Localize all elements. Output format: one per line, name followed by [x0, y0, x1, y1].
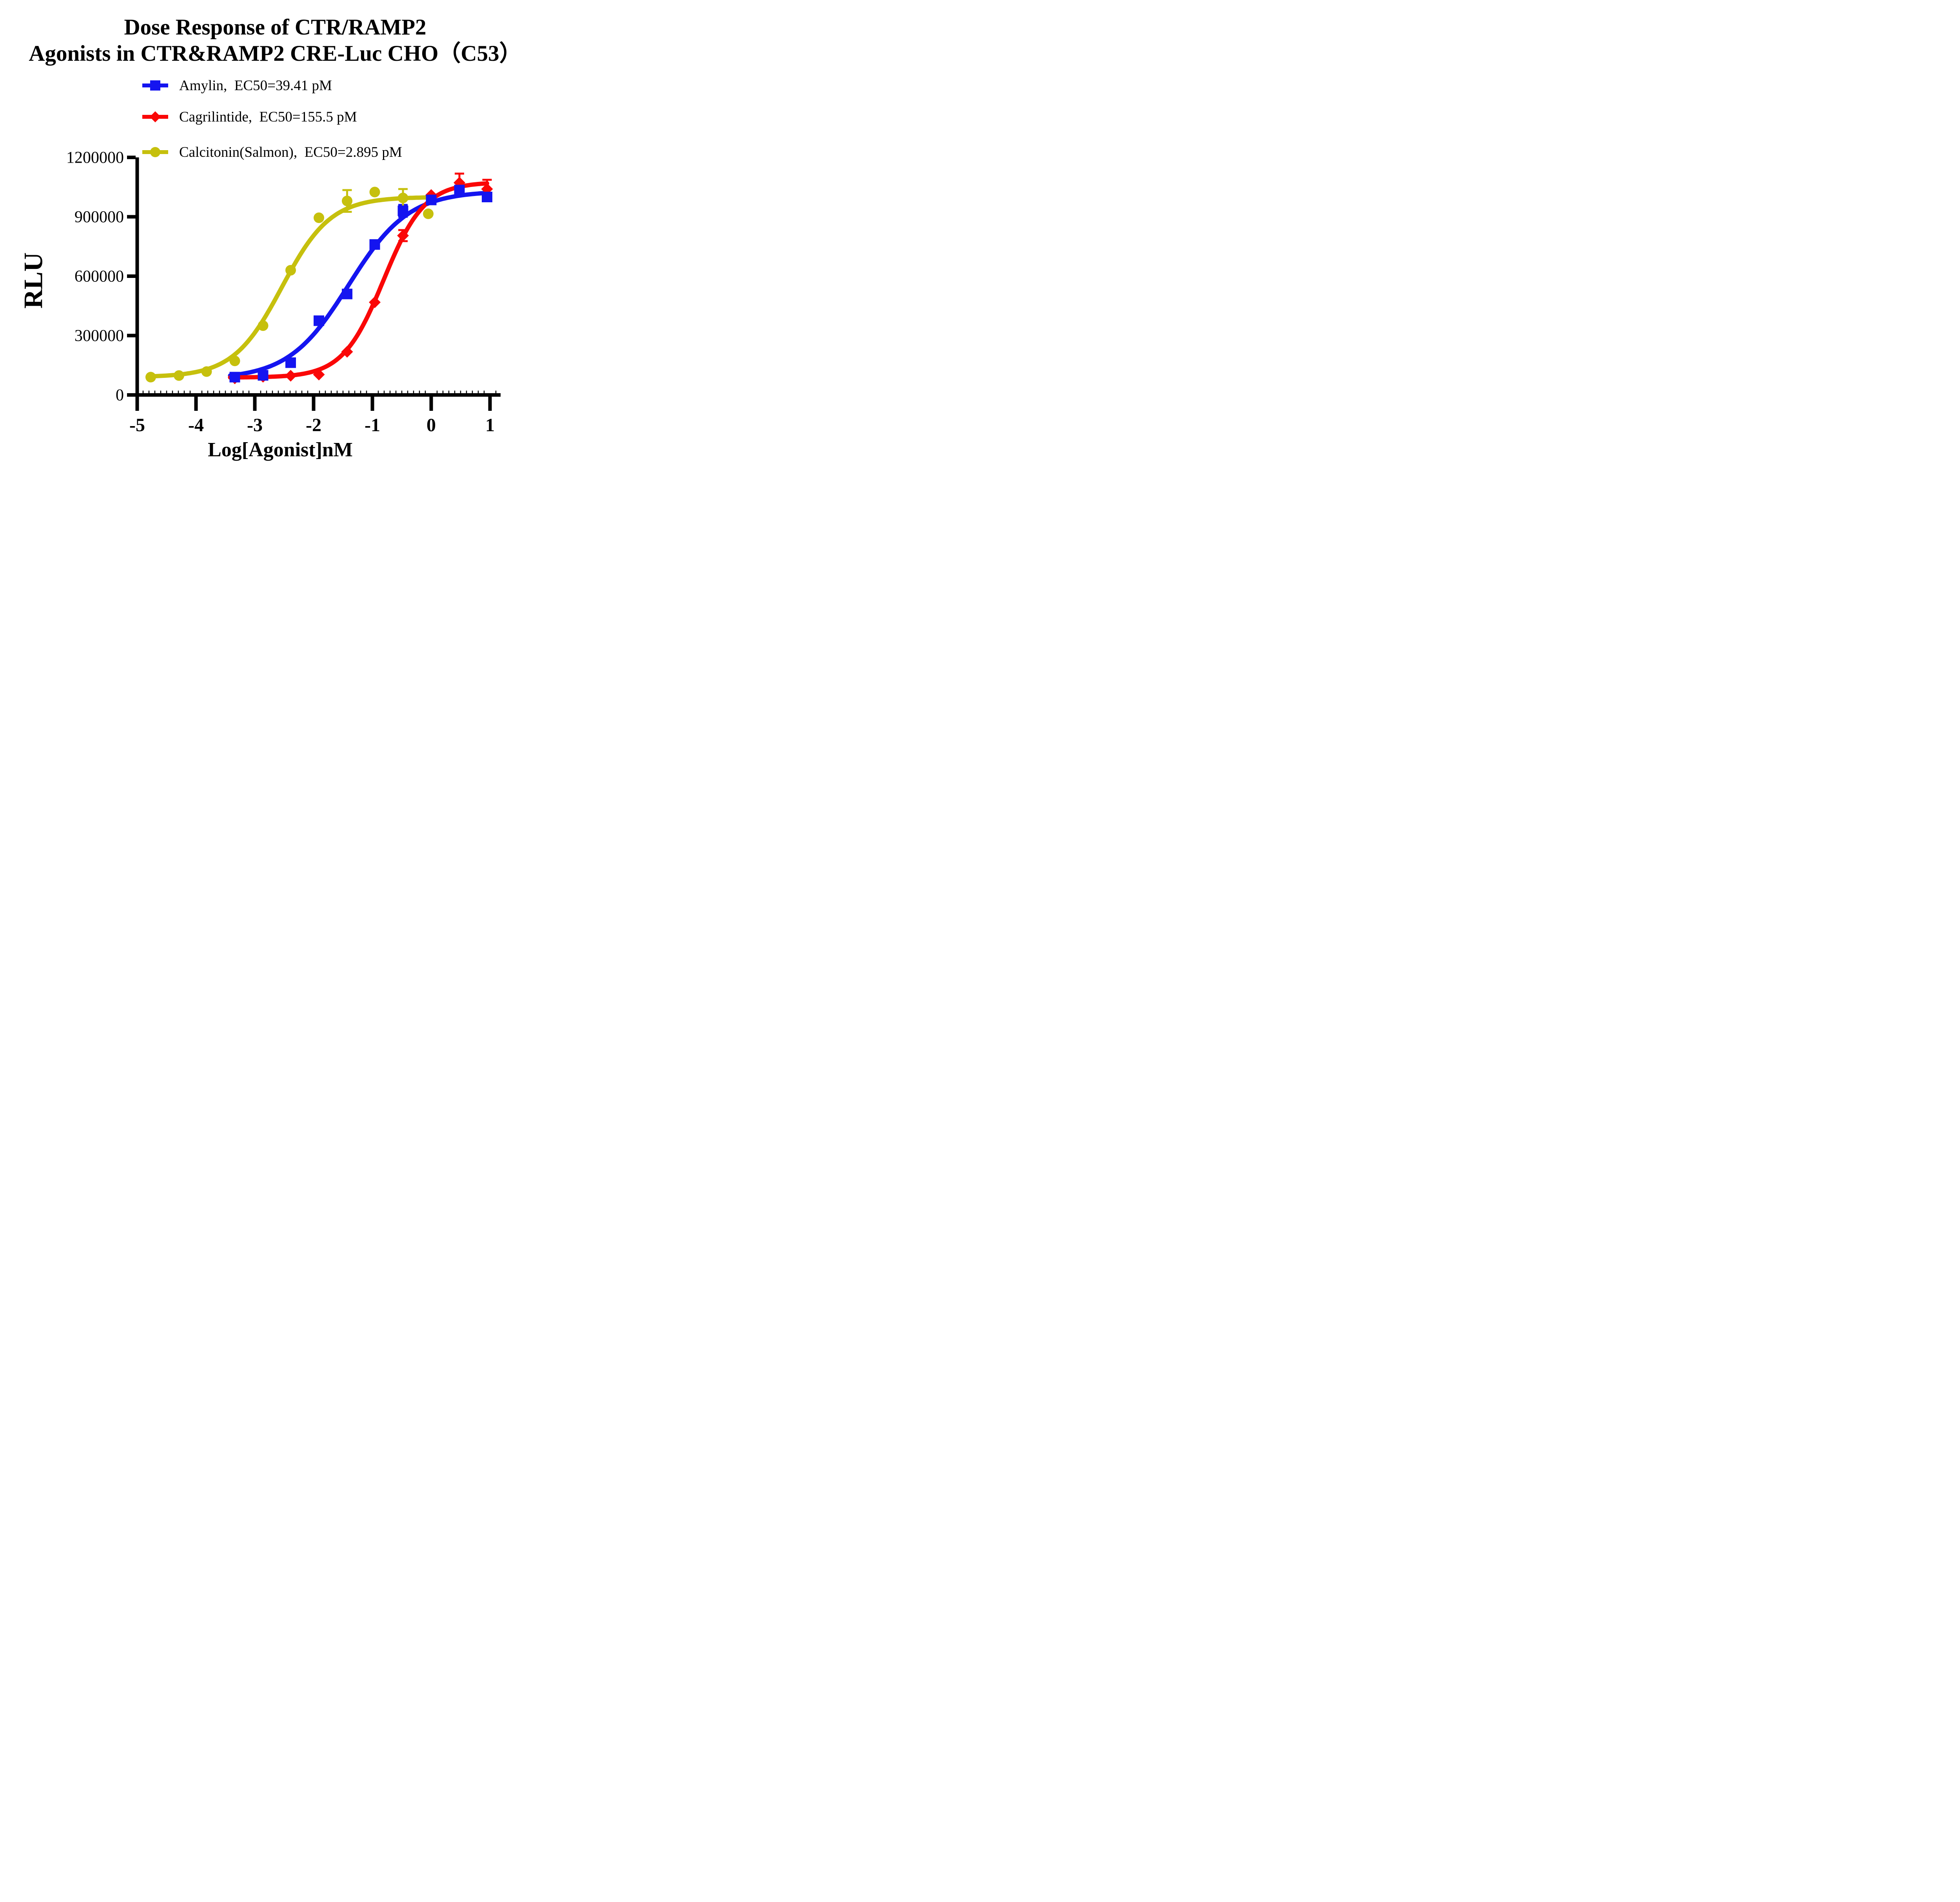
legend-label: Cagrilintide, EC50=155.5 pM: [179, 109, 357, 125]
data-point-square: [314, 315, 324, 326]
data-point-diamond: [397, 229, 409, 241]
data-point-square: [397, 205, 408, 216]
data-point-square: [258, 370, 269, 381]
square-marker-icon: [150, 80, 160, 91]
y-tick-label: 0: [116, 387, 124, 405]
chart-title: Dose Response of CTR/RAMP2 Agonists in C…: [0, 14, 550, 67]
x-tick-label: -2: [306, 415, 321, 436]
x-tick-label: -4: [188, 415, 204, 436]
data-point-circle: [397, 192, 408, 203]
y-tick-label: 1200000: [66, 149, 124, 167]
y-axis-title: RLU: [18, 252, 48, 309]
data-point-square: [454, 185, 465, 196]
x-tick-label: -1: [365, 415, 380, 436]
y-tick-label: 600000: [74, 268, 124, 286]
x-tick-label: -5: [129, 415, 145, 436]
legend-marker-circle-icon: [142, 143, 168, 161]
legend-row-amylin: Amylin, EC50=39.41 pM: [142, 77, 332, 94]
data-point-diamond: [341, 346, 353, 358]
circle-marker-icon: [150, 147, 160, 157]
data-point-square: [285, 357, 296, 368]
dose-response-plot: -5 -4 -3 -2 -1 0 1 0 300000 600000 900000 1200000: [66, 149, 501, 436]
data-point-square: [482, 192, 492, 202]
chart-title-line2: Agonists in CTR&RAMP2 CRE-Luc CHO（C53）: [29, 41, 522, 66]
data-point-circle: [285, 265, 296, 276]
chart-page: Dose Response of CTR/RAMP2 Agonists in C…: [0, 0, 550, 476]
x-tick-label: 0: [426, 415, 436, 436]
legend-row-calcitonin: Calcitonin(Salmon), EC50=2.895 pM: [142, 143, 402, 161]
y-tick-label: 300000: [74, 327, 124, 345]
y-tick-label: 900000: [74, 208, 124, 226]
data-point-circle: [423, 208, 434, 219]
data-point-square: [426, 194, 437, 205]
legend-marker-square-icon: [142, 77, 168, 94]
data-point-diamond: [313, 368, 325, 381]
legend-label: Amylin, EC50=39.41 pM: [179, 77, 332, 94]
data-point-square: [229, 372, 240, 383]
fit-curve-amylin: [228, 191, 489, 378]
data-point-square: [342, 289, 352, 299]
data-point-circle: [229, 356, 240, 367]
data-point-circle: [174, 370, 184, 381]
legend-label: Calcitonin(Salmon), EC50=2.895 pM: [179, 144, 402, 160]
data-point-circle: [342, 196, 352, 207]
data-point-circle: [201, 366, 212, 377]
legend-row-cagrilintide: Cagrilintide, EC50=155.5 pM: [142, 108, 357, 125]
x-tick-label: -3: [247, 415, 263, 436]
data-point-diamond: [369, 296, 381, 309]
data-point-circle: [369, 187, 380, 198]
data-point-circle: [258, 320, 269, 331]
x-tick-label: 1: [485, 415, 495, 436]
fit-curve-calcitonin(salmon): [145, 195, 430, 379]
data-point-square: [369, 239, 380, 250]
data-point-diamond: [285, 370, 297, 382]
data-point-circle: [314, 212, 324, 223]
chart-title-line1: Dose Response of CTR/RAMP2: [124, 15, 426, 40]
legend-marker-diamond-icon: [142, 108, 168, 125]
x-axis-title: Log[Agonist]nM: [208, 439, 353, 461]
fit-curve-cagrilintide: [228, 181, 489, 380]
data-point-circle: [145, 372, 156, 383]
